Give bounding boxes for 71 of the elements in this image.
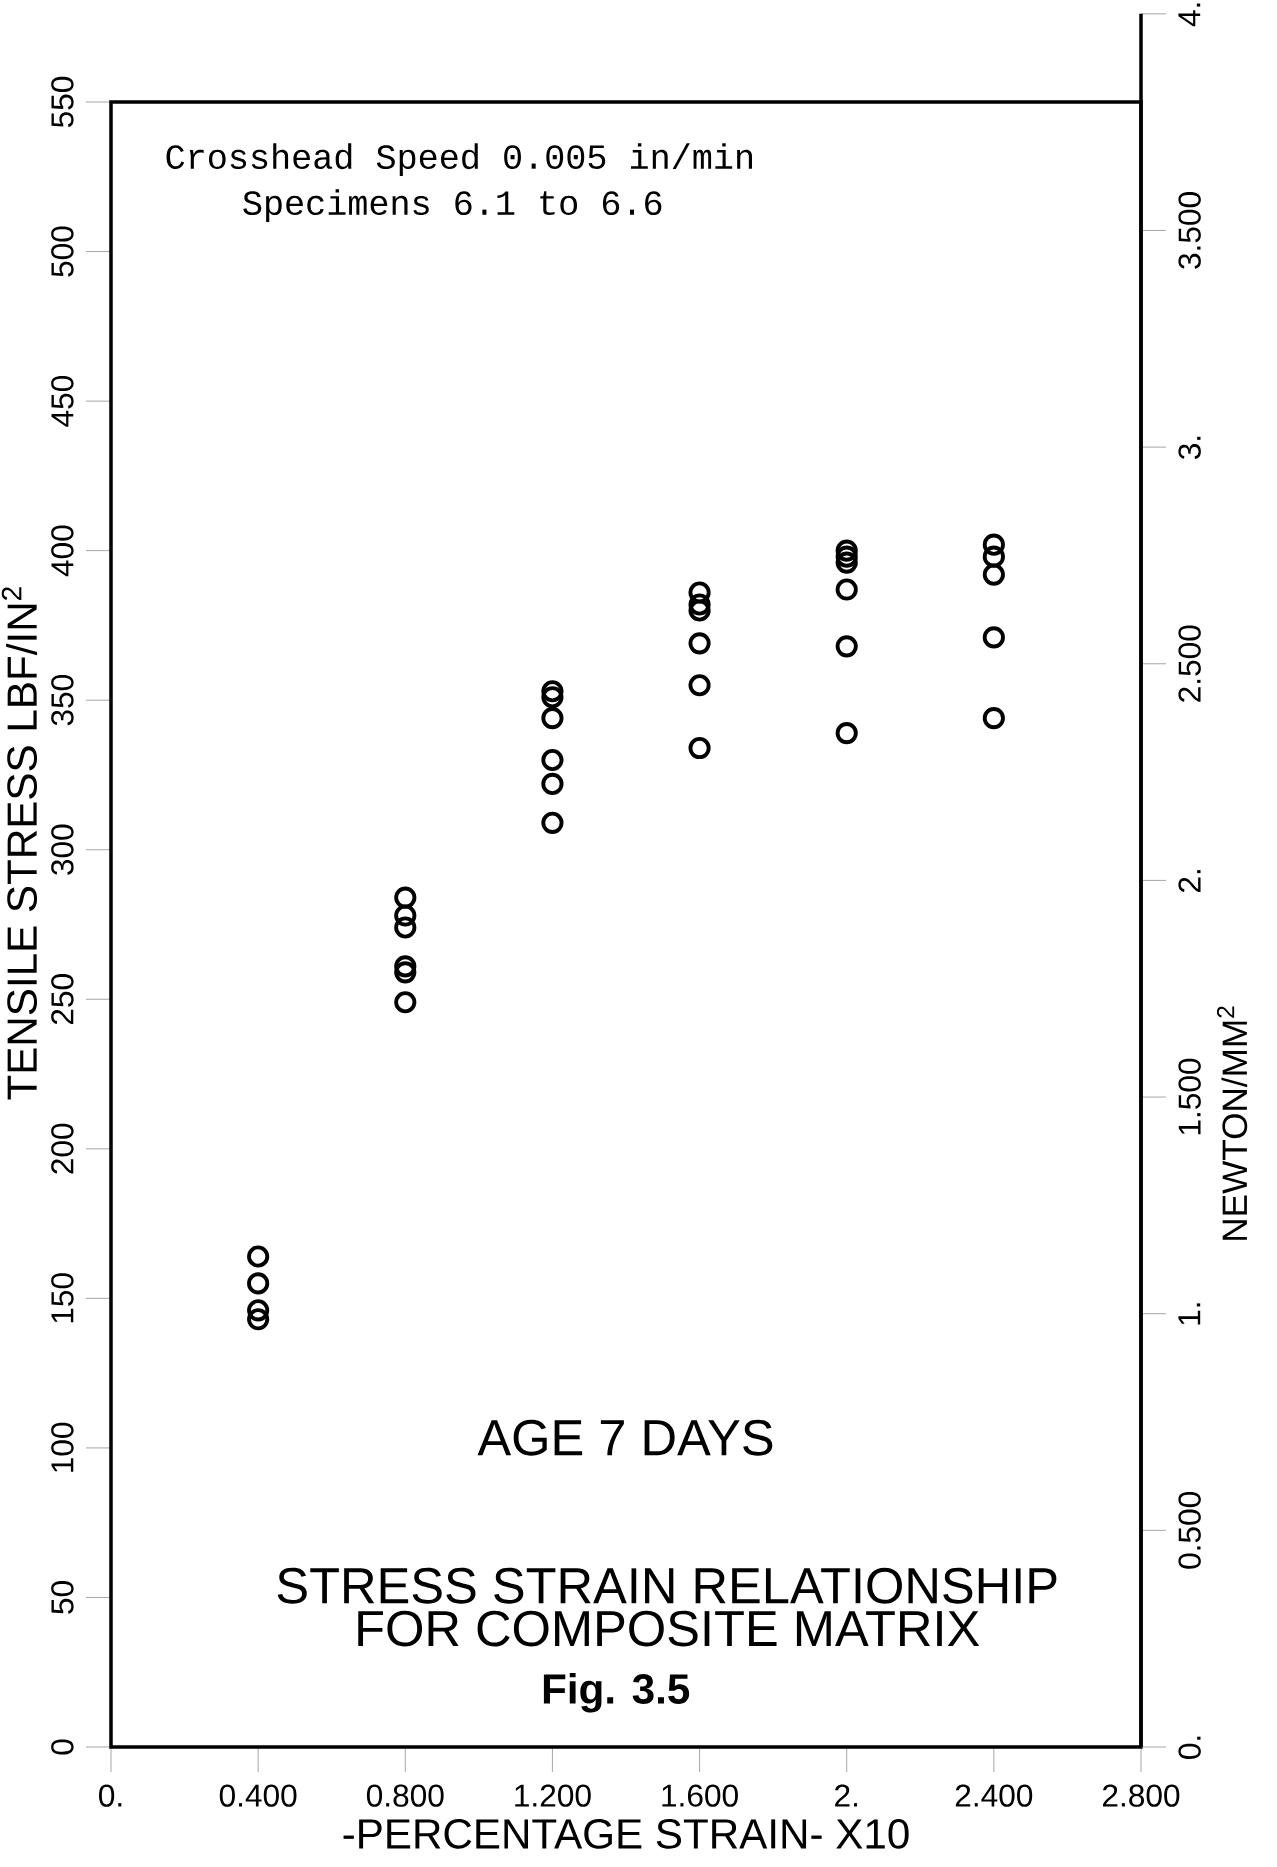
- point: [688, 593, 711, 616]
- annotation: Crosshead Speed 0.005 in/min: [166, 143, 753, 176]
- point: [394, 904, 417, 927]
- x-tick-label: 2.400: [955, 1784, 1033, 1807]
- point: [394, 961, 417, 984]
- y-tick-label: 250: [51, 974, 74, 1025]
- point: [247, 1308, 270, 1331]
- y2-tick-label: 2.500: [1178, 625, 1201, 702]
- point: [688, 736, 711, 760]
- x-tick-label: 0.: [99, 1784, 122, 1807]
- point: [688, 581, 711, 604]
- x-tick-label: 0.800: [366, 1784, 444, 1807]
- point: [394, 886, 417, 909]
- x-tick-label: 1.600: [662, 1784, 738, 1807]
- x-tick-label: 1.200: [515, 1784, 591, 1807]
- y-tick-label: 500: [51, 226, 74, 277]
- point: [982, 707, 1005, 730]
- y-tick-label: 350: [51, 675, 74, 726]
- point: [835, 635, 858, 658]
- annotation: Fig. 3.5: [543, 1672, 690, 1713]
- y-axis-title: TENSILE STRESS LBF/IN$^{2}$: [1, 587, 38, 1100]
- x-tick-label: 0.400: [219, 1784, 297, 1807]
- y-tick-label: 550: [51, 76, 74, 128]
- point: [982, 563, 1005, 586]
- point: [688, 599, 711, 622]
- annotation: Specimens 6.1 to 6.6: [243, 189, 662, 223]
- point: [247, 1245, 270, 1268]
- x-axis-title: -PERCENTAGE STRAIN- X10: [343, 1818, 909, 1849]
- point: [247, 1299, 270, 1322]
- point: [688, 632, 711, 655]
- y-tick-label: 450: [51, 375, 74, 427]
- y-tick-label: 300: [51, 824, 74, 875]
- point: [835, 722, 858, 745]
- y-tick-label: 50: [51, 1581, 74, 1614]
- point: [394, 991, 417, 1014]
- y-tick-label: 100: [51, 1422, 74, 1472]
- y2-tick-label: 2.: [1178, 870, 1201, 892]
- point: [835, 551, 858, 574]
- point: [394, 916, 417, 939]
- point: [688, 674, 711, 697]
- annotation: STRESS STRAIN RELATIONSHIP: [277, 1567, 1057, 1604]
- y2-tick-label: 3.: [1178, 436, 1201, 460]
- point: [394, 955, 417, 978]
- x-tick-label: 2.: [835, 1784, 858, 1807]
- point: [835, 578, 858, 601]
- y2-tick-label: 1.: [1178, 1303, 1201, 1325]
- y2-tick-label: 3.500: [1178, 192, 1201, 269]
- point: [541, 707, 564, 730]
- y2-tick-label: 1.500: [1178, 1058, 1201, 1135]
- y2-tick-label: 4.: [1178, 3, 1201, 27]
- point: [541, 680, 564, 703]
- x-tick-label: 2.800: [1103, 1784, 1180, 1807]
- point: [982, 626, 1005, 649]
- point: [541, 772, 564, 796]
- annotation: FOR COMPOSITE MATRIX: [358, 1610, 980, 1647]
- y-tick-label: 200: [51, 1123, 74, 1174]
- point: [541, 686, 564, 709]
- y-tick-label: 400: [51, 525, 74, 577]
- point: [541, 811, 564, 834]
- y-tick-label: 0: [51, 1739, 74, 1755]
- y2-tick-label: 0.500: [1178, 1492, 1201, 1569]
- y2-axis-title: NEWTON/MM$^{2}$: [1217, 1006, 1248, 1240]
- point: [982, 533, 1005, 556]
- annotation: AGE 7 DAYS: [477, 1419, 773, 1456]
- point: [541, 748, 564, 772]
- y2-tick-label: 0.: [1178, 1736, 1201, 1759]
- point: [247, 1272, 270, 1295]
- point: [982, 545, 1005, 568]
- point: [835, 539, 858, 562]
- y-tick-label: 150: [51, 1273, 74, 1323]
- point: [835, 545, 858, 568]
